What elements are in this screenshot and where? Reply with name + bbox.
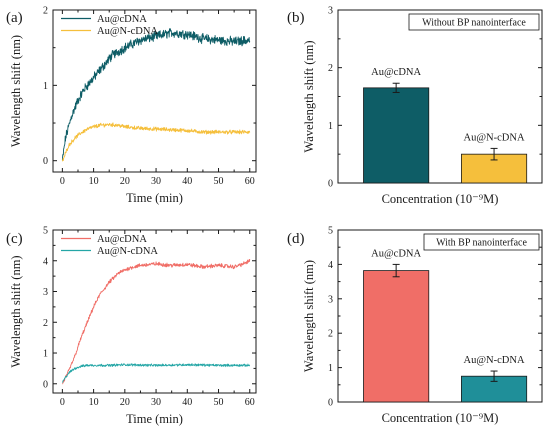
bar-category-label: Au@N-cDNA: [464, 355, 525, 366]
legend-label: Au@cDNA: [97, 234, 147, 245]
y-tick-label: 2: [43, 6, 48, 17]
series-line-1: [61, 122, 251, 162]
x-tick-label: 10: [89, 397, 99, 408]
bar-category-label: Au@cDNA: [371, 67, 421, 78]
x-tick-label: 0: [60, 176, 65, 187]
x-tick-label: 40: [182, 176, 192, 187]
y-tick-label: 4: [328, 260, 333, 271]
inset-text: With BP nanointerface: [436, 238, 527, 249]
bar-0: [363, 270, 430, 403]
x-tick-label: 20: [120, 397, 130, 408]
y-tick-label: 1: [328, 363, 333, 374]
y-tick-label: 5: [328, 226, 333, 237]
series-line-0: [61, 28, 251, 161]
y-tick-label: 3: [328, 6, 333, 17]
y-tick-label: 5: [43, 226, 48, 237]
panel-label: (c): [6, 231, 23, 247]
y-tick-label: 2: [43, 318, 48, 329]
inset-text: Without BP nanointerface: [422, 18, 526, 29]
panel-label: (b): [287, 10, 305, 26]
legend-label: Au@N-cDNA: [97, 246, 158, 257]
y-axis-title: Wavelength shift (nm): [9, 35, 23, 147]
x-axis-title: Concentration (10⁻⁹M): [382, 192, 499, 206]
x-tick-label: 50: [214, 397, 224, 408]
y-tick-label: 0: [328, 179, 333, 190]
panel-a: 0 10 20 30 40 50 60 0 1 2 Time (min) Wavelength shi…: [6, 6, 257, 205]
x-axis-title: Concentration (10⁻⁹M): [382, 411, 499, 425]
plot-frame: [52, 229, 257, 394]
legend-label: Au@cDNA: [97, 14, 147, 25]
x-tick-label: 30: [151, 176, 161, 187]
panel-b: 0 1 2 3 Au@cDNA Au@N-cDNA Without BP nanointer…: [287, 6, 543, 206]
y-tick-label: 1: [328, 121, 333, 132]
legend-label: Au@N-cDNA: [97, 26, 158, 37]
y-tick-label: 1: [43, 81, 48, 92]
panel-c: 0 10 20 30 40 50 60 0 1 2 3 4 5 Time (min) Wavelength …: [6, 226, 257, 426]
x-tick-label: 60: [245, 176, 255, 187]
y-tick-label: 0: [43, 156, 48, 167]
series-line-0: [62, 259, 251, 385]
x-tick-label: 30: [151, 397, 161, 408]
x-tick-label: 10: [89, 176, 99, 187]
y-tick-label: 0: [43, 379, 48, 390]
panel-label: (a): [6, 10, 23, 26]
x-tick-label: 40: [182, 397, 192, 408]
x-tick-label: 20: [120, 176, 130, 187]
y-axis-title: Wavelength shift (nm): [302, 260, 316, 372]
x-axis-title: Time (min): [126, 412, 183, 426]
y-tick-label: 3: [43, 287, 48, 298]
y-tick-label: 4: [43, 256, 48, 267]
y-axis-title: Wavelength shift (nm): [302, 40, 316, 152]
x-axis-title: Time (min): [126, 191, 183, 205]
x-tick-label: 50: [214, 176, 224, 187]
series-line-1: [62, 363, 251, 383]
inset-text-box: [423, 233, 540, 251]
panel-d: 0 1 2 3 4 5 Au@cDNA Au@N-cDNA With BP nanointerf…: [287, 226, 543, 425]
y-axis-title: Wavelength shift (nm): [9, 255, 23, 367]
y-tick-label: 2: [328, 329, 333, 340]
y-tick-label: 1: [43, 349, 48, 360]
plot-frame: [52, 9, 257, 173]
x-tick-label: 60: [245, 397, 255, 408]
y-tick-label: 2: [328, 63, 333, 74]
y-tick-label: 3: [328, 294, 333, 305]
bar-0: [363, 87, 430, 184]
y-tick-label: 0: [328, 398, 333, 409]
inset-text-box: [408, 13, 540, 31]
panel-label: (d): [287, 231, 305, 247]
bar-category-label: Au@N-cDNA: [464, 132, 525, 143]
x-tick-label: 0: [60, 397, 65, 408]
bar-category-label: Au@cDNA: [371, 248, 421, 259]
